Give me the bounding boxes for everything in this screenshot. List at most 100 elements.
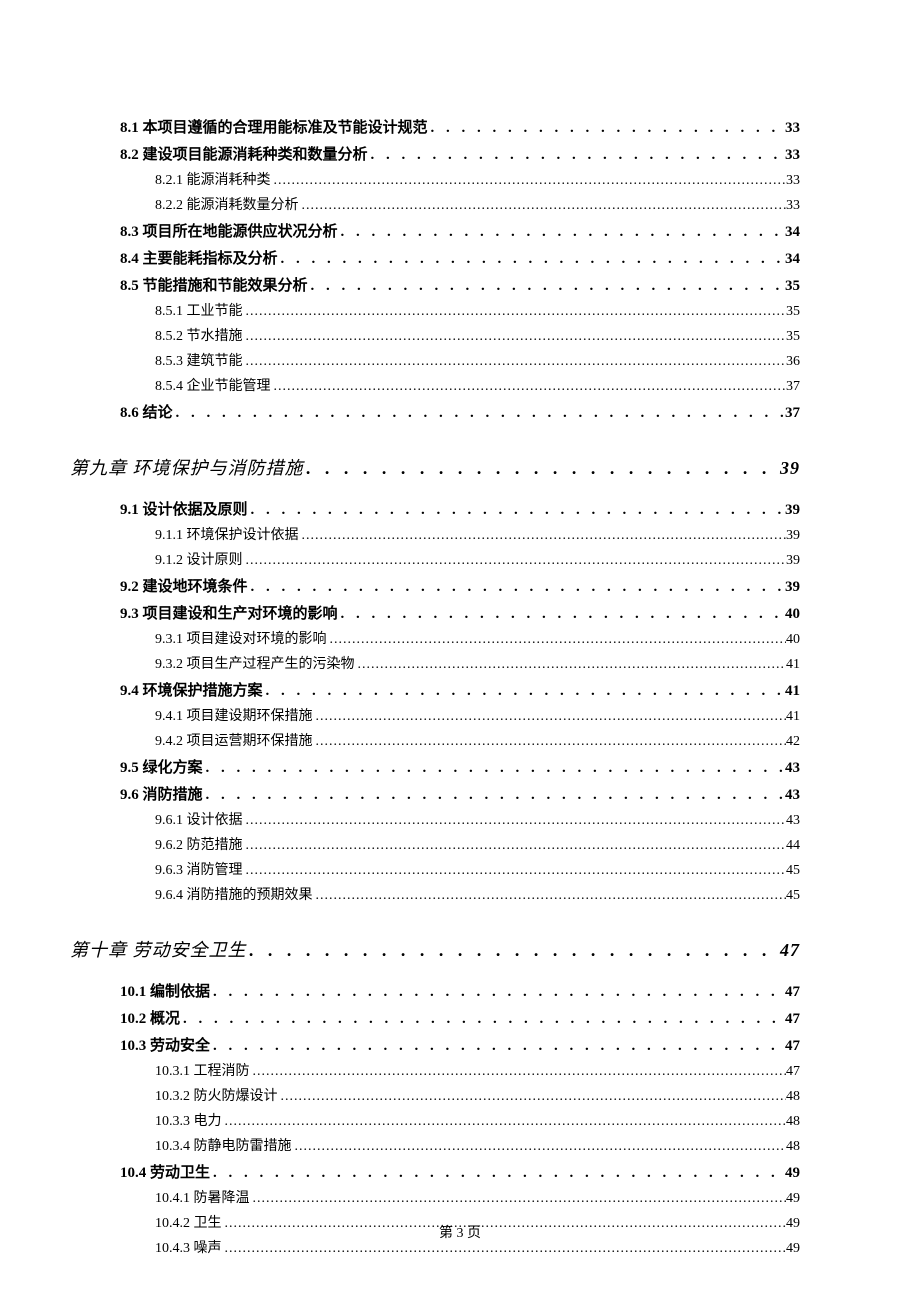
toc-entry-page: 34: [785, 224, 800, 241]
toc-entry-leader: ........................................…: [243, 329, 787, 345]
toc-entry-leader: ........................................…: [313, 734, 787, 750]
toc-entry-leader: . . . . . . . . . . . . . . . . . . . . …: [428, 120, 785, 137]
toc-entry: 8.5.1 工业节能..............................…: [155, 300, 800, 320]
toc-entry-leader: . . . . . . . . . . . . . . . . . . . . …: [210, 1038, 785, 1055]
toc-entry-leader: ........................................…: [271, 379, 787, 395]
toc-entry: 9.5 绿化方案 . . . . . . . . . . . . . . . .…: [120, 756, 800, 777]
toc-entry: 9.3.1 项目建设对环境的影响........................…: [155, 628, 800, 648]
toc-entry-page: 33: [786, 173, 800, 189]
toc-entry-title: 9.6.1 设计依据: [155, 809, 243, 829]
toc-entry-page: 35: [786, 329, 800, 345]
toc-entry-leader: . . . . . . . . . . . . . . . . . . . . …: [248, 502, 785, 519]
toc-entry: 10.4.1 防暑降温.............................…: [155, 1187, 800, 1207]
toc-entry: 9.3.2 项目生产过程产生的污染物......................…: [155, 653, 800, 673]
toc-entry-title: 第九章 环境保护与消防措施: [70, 454, 304, 480]
toc-entry-page: 34: [785, 251, 800, 268]
toc-entry: 10.2 概况 . . . . . . . . . . . . . . . . …: [120, 1007, 800, 1028]
toc-entry-title: 第十章 劳动安全卫生: [70, 936, 247, 962]
toc-entry: 8.2.1 能源消耗种类............................…: [155, 169, 800, 189]
toc-entry-title: 9.1 设计依据及原则: [120, 498, 248, 519]
toc-entry-page: 35: [785, 278, 800, 295]
toc-entry: 9.4 环境保护措施方案. . . . . . . . . . . . . . …: [120, 679, 800, 700]
toc-entry: 9.3 项目建设和生产对环境的影响. . . . . . . . . . . .…: [120, 602, 800, 623]
toc-entry-page: 43: [785, 787, 800, 804]
toc-entry-page: 35: [786, 304, 800, 320]
toc-entry-leader: ........................................…: [292, 1139, 787, 1155]
toc-entry-leader: . . . . . . . . . . . . . . . . . . . . …: [368, 147, 785, 164]
toc-entry: 9.1 设计依据及原则 . . . . . . . . . . . . . . …: [120, 498, 800, 519]
toc-entry-leader: . . . . . . . . . . . . . . . . . . . . …: [203, 787, 785, 804]
toc-entry-page: 40: [786, 632, 800, 648]
toc-entry-title: 9.6.3 消防管理: [155, 859, 243, 879]
toc-entry-page: 45: [786, 888, 800, 904]
toc-entry-leader: ........................................…: [243, 863, 787, 879]
toc-entry-title: 9.3.2 项目生产过程产生的污染物: [155, 653, 355, 673]
toc-entry-leader: . . . . . . . . . . . . . . . . . . . . …: [247, 940, 781, 961]
toc-entry: 8.5.4 企业节能管理............................…: [155, 375, 800, 395]
toc-entry-page: 47: [785, 1011, 800, 1028]
toc-entry: 9.6.1 设计依据..............................…: [155, 809, 800, 829]
toc-entry-page: 41: [785, 683, 800, 700]
toc-entry-title: 8.1 本项目遵循的合理用能标准及节能设计规范: [120, 116, 428, 137]
toc-entry-leader: ........................................…: [327, 632, 787, 648]
toc-entry: 9.6 消防措施 . . . . . . . . . . . . . . . .…: [120, 783, 800, 804]
toc-entry-title: 9.4.1 项目建设期环保措施: [155, 705, 313, 725]
toc-entry-title: 9.1.2 设计原则: [155, 549, 243, 569]
toc-entry: 9.1.2 设计原则..............................…: [155, 549, 800, 569]
toc-entry: 8.5.3 建筑节能..............................…: [155, 350, 800, 370]
page-footer: 第 3 页: [0, 1222, 920, 1242]
toc-entry-page: 47: [786, 1064, 800, 1080]
toc-entry-title: 10.3 劳动安全: [120, 1034, 210, 1055]
toc-entry: 8.1 本项目遵循的合理用能标准及节能设计规范 . . . . . . . . …: [120, 116, 800, 137]
toc-entry-title: 10.3.4 防静电防雷措施: [155, 1135, 292, 1155]
toc-entry-leader: ........................................…: [243, 553, 787, 569]
toc-entry-page: 33: [786, 198, 800, 214]
toc-entry-leader: . . . . . . . . . . . . . . . . . . . . …: [278, 251, 785, 268]
toc-entry-page: 49: [786, 1241, 800, 1257]
toc-entry-page: 37: [786, 379, 800, 395]
toc-entry: 9.6.2 防范措施..............................…: [155, 834, 800, 854]
toc-entry: 8.3 项目所在地能源供应状况分析 . . . . . . . . . . . …: [120, 220, 800, 241]
toc-entry-title: 9.6.4 消防措施的预期效果: [155, 884, 313, 904]
toc-entry-leader: . . . . . . . . . . . . . . . . . . . . …: [304, 458, 781, 479]
toc-entry-title: 8.5 节能措施和节能效果分析: [120, 274, 308, 295]
toc-entry-leader: . . . . . . . . . . . . . . . . . . . . …: [203, 760, 785, 777]
toc-entry-leader: . . . . . . . . . . . . . . . . . . . . …: [180, 1011, 785, 1028]
toc-entry-title: 8.5.3 建筑节能: [155, 350, 243, 370]
toc-entry-page: 39: [785, 502, 800, 519]
toc-entry-page: 36: [786, 354, 800, 370]
toc-entry-leader: ........................................…: [222, 1114, 787, 1130]
toc-entry-page: 45: [786, 863, 800, 879]
toc-entry-page: 39: [780, 458, 800, 479]
toc-entry: 9.6.4 消防措施的预期效果.........................…: [155, 884, 800, 904]
toc-entry-page: 49: [785, 1165, 800, 1182]
toc-entry-leader: . . . . . . . . . . . . . . . . . . . . …: [263, 683, 785, 700]
toc-entry: 10.4 劳动卫生 . . . . . . . . . . . . . . . …: [120, 1161, 800, 1182]
toc-entry-title: 8.3 项目所在地能源供应状况分析: [120, 220, 338, 241]
toc-entry-page: 41: [786, 709, 800, 725]
toc-entry-title: 8.2.1 能源消耗种类: [155, 169, 271, 189]
toc-entry-page: 47: [780, 940, 800, 961]
table-of-contents: 8.1 本项目遵循的合理用能标准及节能设计规范 . . . . . . . . …: [120, 116, 800, 1257]
toc-entry-title: 9.2 建设地环境条件: [120, 575, 248, 596]
toc-entry-title: 10.3.1 工程消防: [155, 1060, 250, 1080]
toc-entry: 10.3.1 工程消防.............................…: [155, 1060, 800, 1080]
toc-entry: 10.1 编制依据. . . . . . . . . . . . . . . .…: [120, 980, 800, 1001]
toc-entry-page: 43: [785, 760, 800, 777]
toc-entry: 10.3.2 防火防爆设计...........................…: [155, 1085, 800, 1105]
toc-entry-leader: ........................................…: [299, 528, 787, 544]
toc-entry-page: 43: [786, 813, 800, 829]
toc-entry-page: 48: [786, 1139, 800, 1155]
toc-entry-leader: . . . . . . . . . . . . . . . . . . . . …: [210, 1165, 785, 1182]
toc-entry-leader: ........................................…: [243, 304, 787, 320]
toc-entry-page: 48: [786, 1114, 800, 1130]
toc-entry: 第十章 劳动安全卫生. . . . . . . . . . . . . . . …: [70, 936, 800, 962]
toc-entry-leader: . . . . . . . . . . . . . . . . . . . . …: [210, 984, 785, 1001]
toc-entry-page: 49: [786, 1191, 800, 1207]
toc-entry-title: 10.3.3 电力: [155, 1110, 222, 1130]
toc-entry-leader: ........................................…: [313, 888, 787, 904]
toc-entry: 8.5 节能措施和节能效果分析 . . . . . . . . . . . . …: [120, 274, 800, 295]
toc-entry-page: 39: [786, 553, 800, 569]
toc-entry-page: 47: [785, 984, 800, 1001]
toc-entry-title: 10.4 劳动卫生: [120, 1161, 210, 1182]
